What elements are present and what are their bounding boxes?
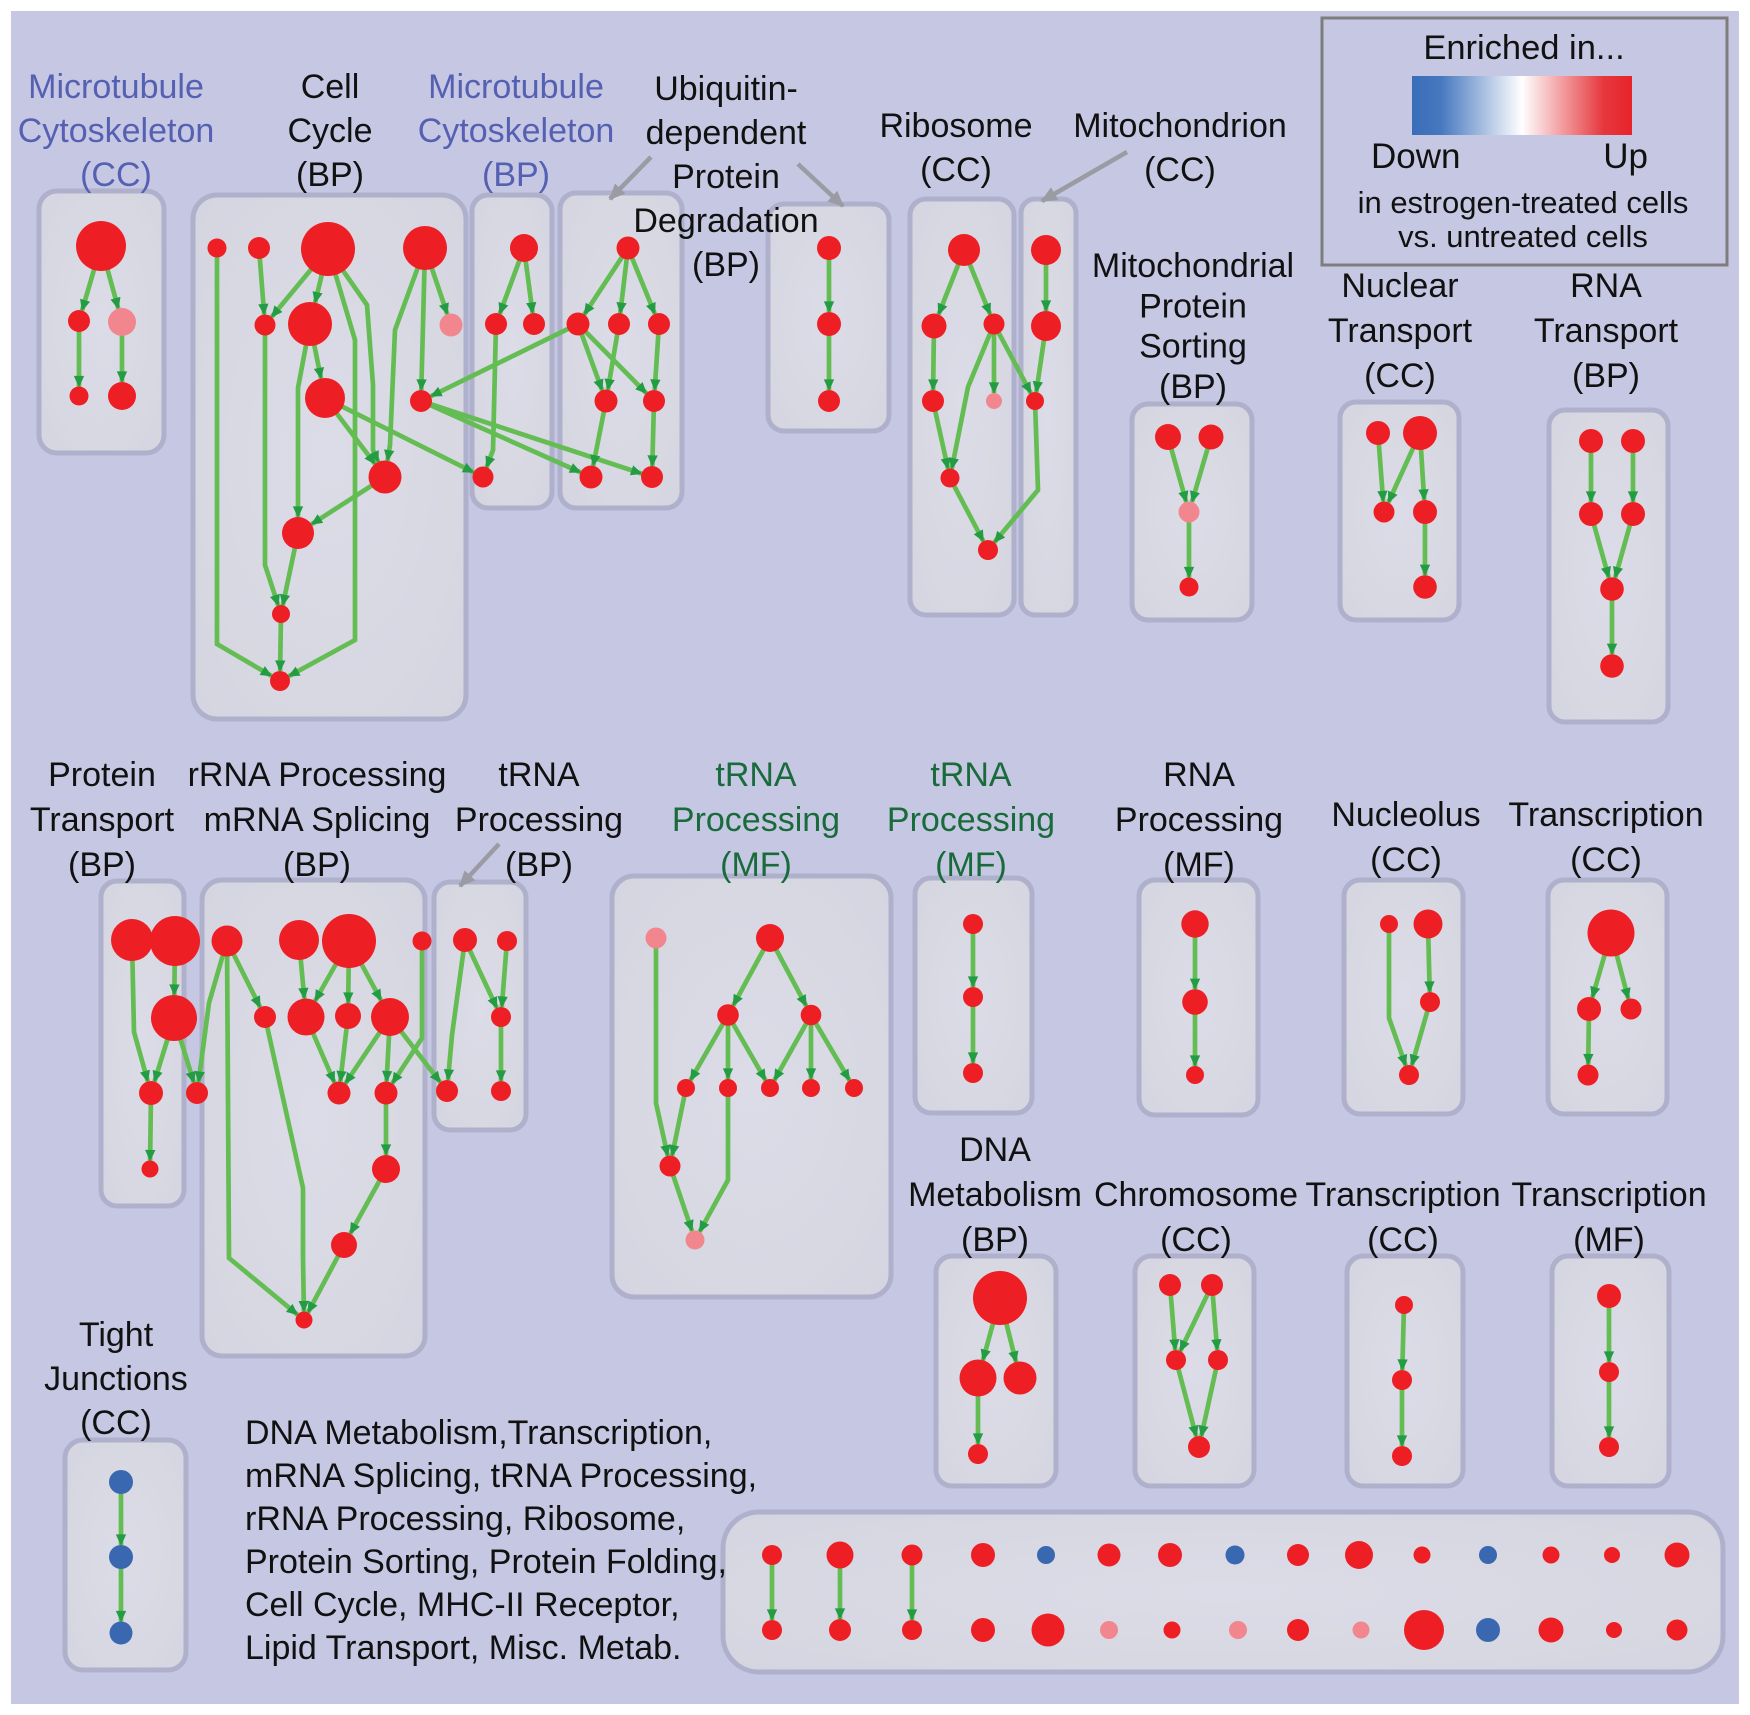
svg-text:Ubiquitin-: Ubiquitin- bbox=[654, 70, 798, 108]
svg-text:Tight: Tight bbox=[79, 1316, 154, 1354]
svg-text:mRNA Splicing, tRNA Processing: mRNA Splicing, tRNA Processing, bbox=[245, 1457, 757, 1495]
svg-text:Transport: Transport bbox=[1534, 312, 1679, 350]
svg-text:Ribosome: Ribosome bbox=[879, 107, 1032, 145]
svg-text:mRNA Splicing: mRNA Splicing bbox=[204, 801, 431, 839]
svg-text:Down: Down bbox=[1371, 137, 1460, 176]
svg-text:Cytoskeleton: Cytoskeleton bbox=[18, 112, 215, 150]
svg-text:(BP): (BP) bbox=[961, 1221, 1029, 1259]
svg-text:Cell Cycle, MHC-II Receptor,: Cell Cycle, MHC-II Receptor, bbox=[245, 1586, 680, 1624]
svg-text:Processing: Processing bbox=[1115, 801, 1283, 839]
svg-text:Enriched in...: Enriched in... bbox=[1423, 29, 1624, 67]
svg-text:(CC): (CC) bbox=[1570, 841, 1642, 879]
svg-text:Nuclear: Nuclear bbox=[1341, 267, 1458, 305]
svg-text:Nucleolus: Nucleolus bbox=[1331, 796, 1480, 834]
svg-text:in estrogen-treated cells: in estrogen-treated cells bbox=[1358, 185, 1689, 220]
svg-text:(BP): (BP) bbox=[1572, 357, 1640, 395]
svg-text:Mitochondrion: Mitochondrion bbox=[1073, 107, 1287, 145]
svg-text:RNA: RNA bbox=[1570, 267, 1642, 305]
svg-text:Degradation: Degradation bbox=[633, 202, 818, 240]
svg-text:(BP): (BP) bbox=[505, 846, 573, 884]
svg-text:(BP): (BP) bbox=[296, 156, 364, 194]
svg-text:(CC): (CC) bbox=[1367, 1221, 1439, 1259]
svg-text:Protein: Protein bbox=[1139, 287, 1247, 325]
svg-text:Processing: Processing bbox=[455, 801, 623, 839]
svg-text:Metabolism: Metabolism bbox=[908, 1176, 1082, 1214]
svg-text:(CC): (CC) bbox=[1144, 151, 1216, 189]
svg-text:Mitochondrial: Mitochondrial bbox=[1092, 247, 1294, 285]
svg-text:(BP): (BP) bbox=[283, 846, 351, 884]
svg-text:Cytoskeleton: Cytoskeleton bbox=[418, 112, 615, 150]
svg-text:Lipid Transport, Misc. Metab.: Lipid Transport, Misc. Metab. bbox=[245, 1629, 682, 1667]
svg-text:tRNA: tRNA bbox=[715, 756, 797, 794]
svg-text:(MF): (MF) bbox=[1163, 846, 1235, 884]
svg-text:(BP): (BP) bbox=[692, 246, 760, 284]
svg-text:(CC): (CC) bbox=[1370, 841, 1442, 879]
svg-text:dependent: dependent bbox=[646, 114, 807, 152]
svg-text:Junctions: Junctions bbox=[44, 1360, 188, 1398]
svg-text:Transcription: Transcription bbox=[1508, 796, 1703, 834]
svg-text:Protein: Protein bbox=[672, 158, 780, 196]
svg-text:Cycle: Cycle bbox=[287, 112, 372, 150]
svg-text:(CC): (CC) bbox=[920, 151, 992, 189]
svg-text:Processing: Processing bbox=[887, 801, 1055, 839]
svg-text:DNA Metabolism,Transcription,: DNA Metabolism,Transcription, bbox=[245, 1414, 712, 1452]
svg-text:(CC): (CC) bbox=[1160, 1221, 1232, 1259]
svg-text:Cell: Cell bbox=[301, 68, 360, 106]
svg-text:tRNA: tRNA bbox=[930, 756, 1012, 794]
svg-text:(CC): (CC) bbox=[80, 156, 152, 194]
svg-text:Transport: Transport bbox=[1328, 312, 1473, 350]
svg-text:(BP): (BP) bbox=[68, 846, 136, 884]
svg-text:Transcription: Transcription bbox=[1511, 1176, 1706, 1214]
svg-text:Protein: Protein bbox=[48, 756, 156, 794]
svg-text:Up: Up bbox=[1603, 137, 1648, 176]
svg-text:(MF): (MF) bbox=[1573, 1221, 1645, 1259]
svg-text:Processing: Processing bbox=[672, 801, 840, 839]
svg-text:rRNA Processing: rRNA Processing bbox=[188, 756, 447, 794]
svg-text:tRNA: tRNA bbox=[498, 756, 580, 794]
svg-text:rRNA Processing, Ribosome,: rRNA Processing, Ribosome, bbox=[245, 1500, 685, 1538]
svg-text:Microtubule: Microtubule bbox=[28, 68, 204, 106]
svg-text:(MF): (MF) bbox=[935, 846, 1007, 884]
svg-text:Transcription: Transcription bbox=[1305, 1176, 1500, 1214]
svg-text:DNA: DNA bbox=[959, 1131, 1031, 1169]
svg-text:(CC): (CC) bbox=[80, 1404, 152, 1442]
svg-text:Protein Sorting, Protein Foldi: Protein Sorting, Protein Folding, bbox=[245, 1543, 727, 1581]
svg-text:(BP): (BP) bbox=[1159, 368, 1227, 406]
svg-text:vs. untreated cells: vs. untreated cells bbox=[1398, 219, 1648, 254]
svg-text:Chromosome: Chromosome bbox=[1094, 1176, 1298, 1214]
svg-text:(MF): (MF) bbox=[720, 846, 792, 884]
svg-text:(CC): (CC) bbox=[1364, 357, 1436, 395]
svg-text:RNA: RNA bbox=[1163, 756, 1235, 794]
svg-text:Microtubule: Microtubule bbox=[428, 68, 604, 106]
svg-text:Sorting: Sorting bbox=[1139, 328, 1247, 366]
svg-text:(BP): (BP) bbox=[482, 156, 550, 194]
svg-text:Transport: Transport bbox=[30, 801, 175, 839]
